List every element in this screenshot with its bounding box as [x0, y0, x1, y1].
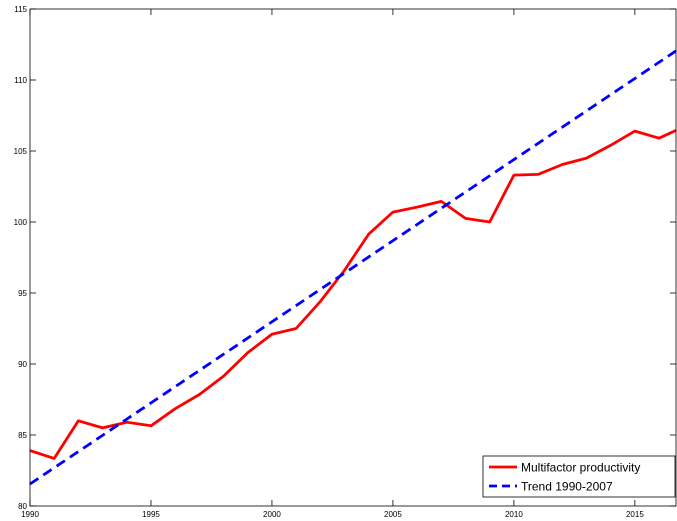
series-layer — [29, 49, 677, 486]
y-tick-label: 80 — [18, 502, 27, 511]
x-tick-label: 2010 — [505, 510, 523, 519]
x-tick-label: 2005 — [384, 510, 402, 519]
legend: Multifactor productivity Trend 1990-2007 — [482, 455, 676, 498]
y-tick-label: 85 — [18, 431, 27, 440]
y-tick-label: 100 — [14, 218, 28, 227]
x-tick-label: 1990 — [21, 510, 39, 519]
y-tick-label: 115 — [14, 5, 27, 14]
x-tick-label: 2015 — [626, 510, 644, 519]
y-tick-label: 95 — [18, 289, 27, 298]
axes-box — [29, 8, 677, 507]
y-tick-label: 105 — [14, 147, 28, 156]
x-tick-label: 1995 — [142, 510, 160, 519]
x-tick-label: 2000 — [263, 510, 281, 519]
series-line-trend — [29, 49, 677, 486]
series-line-multifactor — [29, 129, 677, 460]
legend-label-multifactor: Multifactor productivity — [521, 461, 640, 475]
y-tick-label: 90 — [18, 360, 27, 369]
legend-label-trend: Trend 1990-2007 — [521, 480, 613, 494]
axes-layer: 1990 1995 2000 2005 2010 2015 80 85 90 95 100 105 11… — [14, 5, 677, 519]
y-tick-label: 110 — [14, 76, 27, 85]
legend-box — [482, 455, 676, 498]
